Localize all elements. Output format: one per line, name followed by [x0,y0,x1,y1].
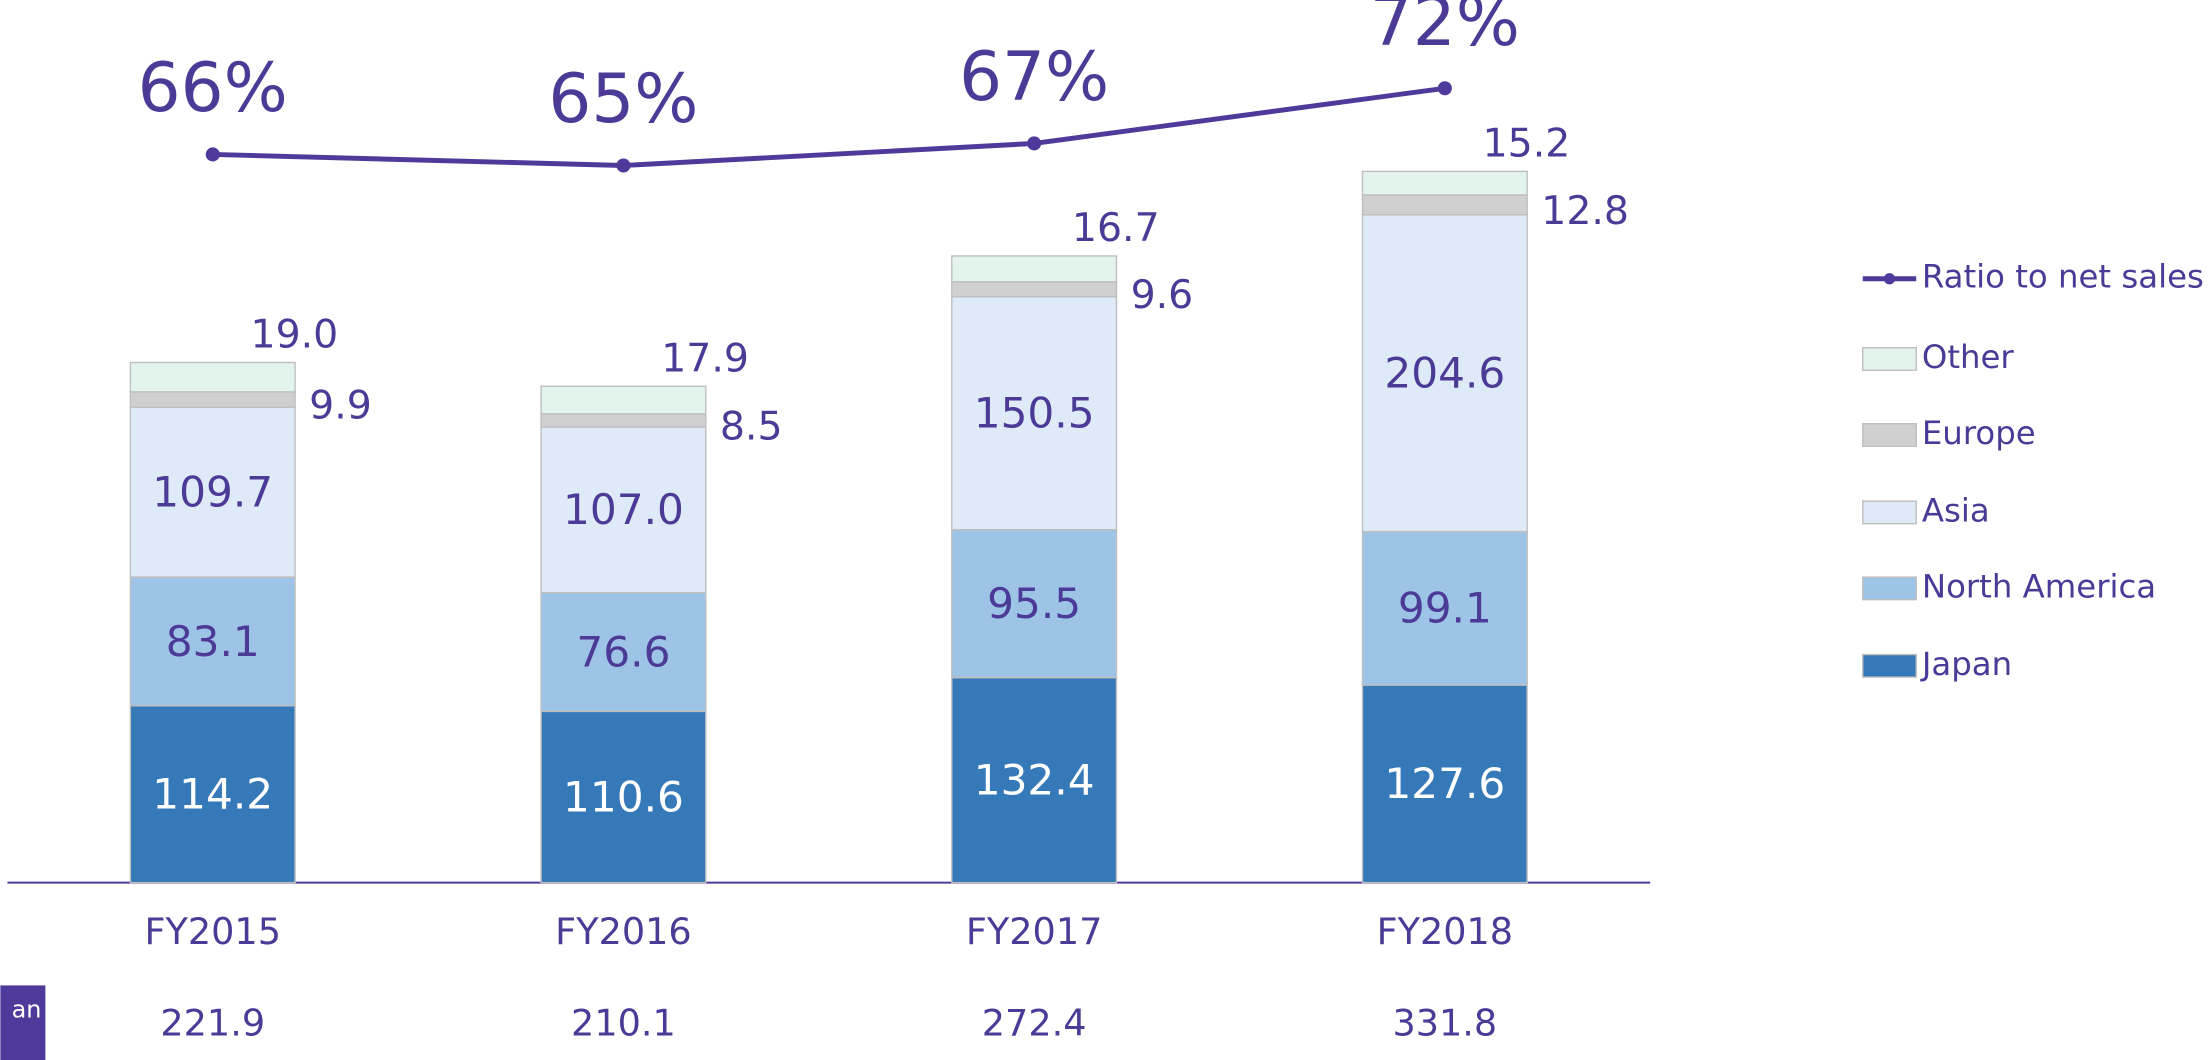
ratio-point [616,158,631,173]
data-label: 109.7 [152,467,273,516]
bar-segment [1361,170,1528,196]
bar-segment [129,361,296,393]
ratio-point [205,147,220,162]
bar-segment [951,255,1118,283]
data-label: 8.5 [720,403,783,449]
ratio-label: 72% [1370,0,1520,61]
data-label: 9.9 [309,383,372,429]
data-label: 12.8 [1541,188,1629,234]
bar-segment [540,710,707,884]
data-label: 15.2 [1483,121,1571,167]
bottom-row-value: 210.1 [571,1001,676,1044]
bottom-row-value: 272.4 [982,1001,1087,1044]
legend-label: Ratio to net sales [1922,258,2204,296]
bar-segment [951,281,1118,298]
bar-segment [540,413,707,428]
legend-label: Japan [1920,645,2012,683]
bar-segment [129,406,296,578]
legend-swatch [1862,346,1917,371]
ratio-point [1437,81,1452,96]
bar-segment [1361,194,1528,216]
legend-label: North America [1922,567,2156,605]
bar-segment [1361,214,1528,533]
bar-segment [951,529,1118,679]
bar-segment [129,576,296,707]
legend-marker [1883,273,1896,285]
data-label: 114.2 [152,770,273,819]
legend-swatch [1862,576,1917,601]
data-label: 95.5 [987,579,1081,628]
ratio-label: 66% [138,48,288,127]
ratio-label: 65% [548,59,698,138]
legend-swatch [1862,423,1917,447]
ratio-point [1027,136,1042,151]
x-tick-label: FY2016 [555,910,692,953]
data-label: 9.6 [1131,272,1194,318]
legend-label: Asia [1922,491,1990,529]
data-label: 107.0 [563,485,684,534]
bar-segment [540,385,707,415]
data-label: 204.6 [1384,348,1505,397]
bar-segment [540,592,707,713]
data-label: 99.1 [1398,584,1492,633]
x-tick-label: FY2017 [966,910,1103,953]
bar-segment [951,295,1118,531]
data-label: 83.1 [166,617,260,666]
x-tick-label: FY2015 [144,910,281,953]
legend-label: Europe [1922,414,2036,452]
bottom-row-value: 221.9 [160,1001,265,1044]
bar-segment [129,391,296,408]
data-label: 132.4 [974,755,1095,804]
data-label: 150.5 [974,389,1095,438]
ratio-line [212,85,1446,168]
data-label: 17.9 [661,335,749,381]
x-tick-label: FY2018 [1377,910,1514,953]
row-label-box [0,985,46,1060]
bar-segment [951,676,1118,884]
legend-label: Other [1922,338,2015,376]
bar-segment [129,705,296,884]
data-label: 127.6 [1384,759,1505,808]
data-label: 110.6 [563,772,684,821]
data-label: 76.6 [576,627,670,676]
bar-segment [1361,530,1528,686]
data-label: 19.0 [251,312,339,358]
bottom-row-value: 331.8 [1392,1001,1497,1044]
bar-segment [540,426,707,594]
legend-swatch [1862,653,1917,678]
ratio-label: 67% [959,37,1109,116]
data-label: 16.7 [1072,205,1160,251]
row-label: an [12,996,42,1024]
legend-swatch [1862,500,1917,525]
